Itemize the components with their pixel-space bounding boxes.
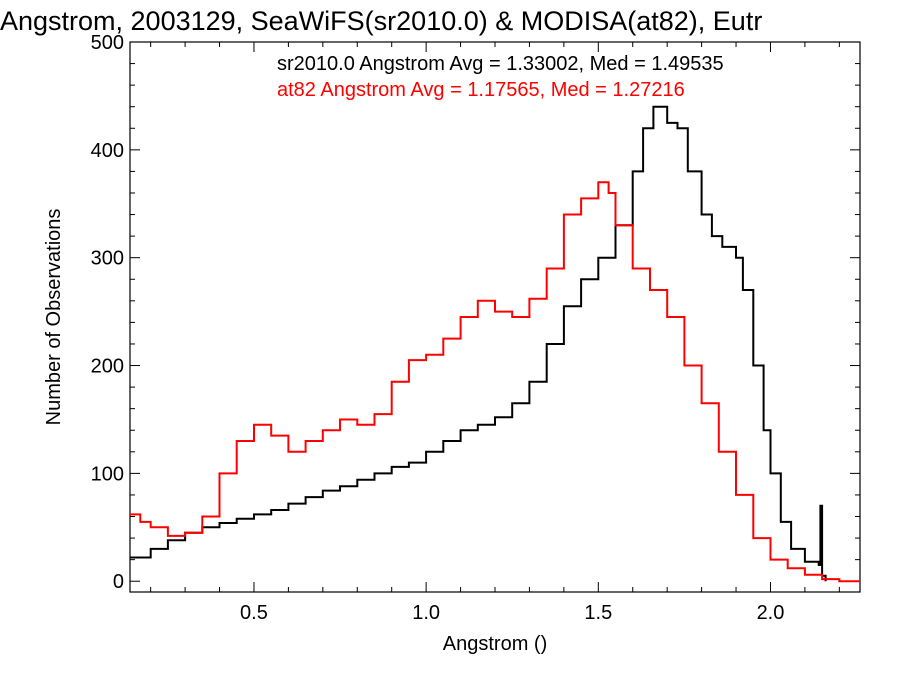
x-tick-label: 1.5	[584, 602, 612, 624]
x-tick-label: 2.0	[757, 602, 785, 624]
x-tick-label: 1.0	[412, 602, 440, 624]
series-line-sr2010-0	[130, 105, 827, 582]
x-axis-label: Angstrom ()	[443, 633, 547, 655]
plot-frame	[129, 41, 861, 593]
stats-label-sr2010: sr2010.0 Angstrom Avg = 1.33002, Med = 1…	[277, 53, 724, 75]
y-tick-label: 100	[91, 463, 124, 485]
x-tick-label: 0.5	[240, 602, 268, 624]
stats-label-at82: at82 Angstrom Avg = 1.17565, Med = 1.272…	[277, 79, 685, 101]
y-tick-label: 400	[91, 140, 124, 162]
y-axis-label: Number of Observations	[43, 209, 65, 426]
y-axis-ticks: 0 100 200 300 400 500	[91, 32, 860, 593]
series-line-at82	[130, 181, 860, 583]
y-tick-label: 500	[91, 32, 124, 54]
y-tick-label: 300	[91, 248, 124, 270]
y-tick-label: 0	[113, 571, 124, 593]
y-tick-label: 200	[91, 356, 124, 378]
chart-title: Angstrom, 2003129, SeaWiFS(sr2010.0) & M…	[0, 6, 762, 36]
x-axis-ticks: 0.5 1.0 1.5 2.0	[150, 42, 840, 624]
series-layer	[130, 105, 860, 583]
